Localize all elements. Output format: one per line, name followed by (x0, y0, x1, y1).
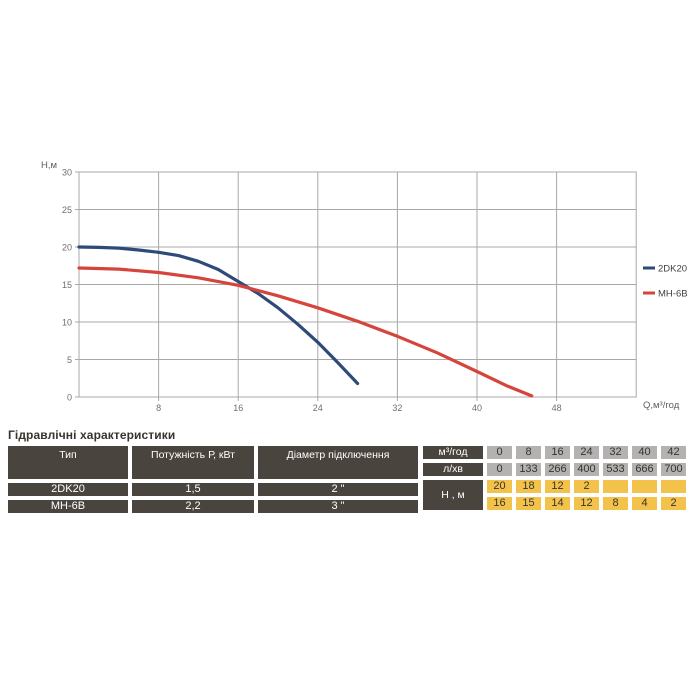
y-tick-label: 30 (62, 168, 72, 178)
flow-m3h-cell: 24 (574, 446, 599, 459)
y-tick-label: 25 (62, 205, 72, 215)
table-row: Н , м 20 18 12 2 (423, 480, 686, 510)
flow-m3h-cell: 0 (487, 446, 512, 459)
y-tick-label: 5 (67, 355, 72, 365)
head-2dk20-cell (661, 480, 686, 493)
table-row: MH-6B 2,2 3 " (8, 500, 418, 513)
flow-lmin-cell: 0 (487, 463, 512, 476)
flow-lmin-cell: 266 (545, 463, 570, 476)
spec-type-mh6b: MH-6B (8, 500, 128, 513)
perf-label-lmin: л/хв (423, 463, 483, 476)
flow-lmin-cell: 700 (661, 463, 686, 476)
performance-table: м³/год 0 8 16 24 32 40 42 л/хв 0 133 266… (419, 442, 690, 514)
head-mh6b-cell: 16 (487, 497, 512, 510)
table-row: 2DK20 1,5 2 " (8, 483, 418, 496)
x-tick-label: 48 (552, 403, 562, 413)
spec-table: Тип Потужність Р, кВт Діаметр підключенн… (4, 442, 422, 517)
y-tick-label: 0 (67, 393, 72, 403)
flow-m3h-cell: 42 (661, 446, 686, 459)
x-tick-label: 8 (156, 403, 161, 413)
head-2dk20-cell (632, 480, 657, 493)
flow-m3h-cell: 16 (545, 446, 570, 459)
spec-header-diameter: Діаметр підключення (258, 446, 418, 479)
y-tick-label: 15 (62, 280, 72, 290)
y-tick-label: 20 (62, 243, 72, 253)
x-tick-label: 24 (313, 403, 323, 413)
spec-header-power: Потужність Р, кВт (132, 446, 254, 479)
spec-type-2dk20: 2DK20 (8, 483, 128, 496)
table-row: 16 15 14 12 8 4 2 (423, 497, 686, 510)
legend-label-MH-6B: MH-6B (658, 289, 688, 300)
head-mh6b-cell: 15 (516, 497, 541, 510)
head-mh6b-cell: 8 (603, 497, 628, 510)
curve-2DK20 (77, 245, 360, 386)
head-2dk20-cell (603, 480, 628, 493)
flow-m3h-cell: 8 (516, 446, 541, 459)
flow-m3h-cell: 40 (632, 446, 657, 459)
head-mh6b-cell: 12 (574, 497, 599, 510)
flow-lmin-cell: 666 (632, 463, 657, 476)
table-row: м³/год 0 8 16 24 32 40 42 (423, 446, 686, 459)
spec-power-2dk20: 1,5 (132, 483, 254, 496)
spec-header-row: Тип Потужність Р, кВт Діаметр підключенн… (8, 446, 418, 479)
table-row: л/хв 0 133 266 400 533 666 700 (423, 463, 686, 476)
flow-lmin-cell: 133 (516, 463, 541, 476)
perf-label-head: Н , м (423, 480, 483, 510)
legend-label-2DK20: 2DK20 (658, 264, 687, 275)
spec-diameter-mh6b: 3 " (258, 500, 418, 513)
head-mh6b-cell: 14 (545, 497, 570, 510)
spec-power-mh6b: 2,2 (132, 500, 254, 513)
x-axis-label: Q,м³/год (643, 400, 680, 411)
head-2dk20-cell: 20 (487, 480, 512, 493)
head-mh6b-cell: 2 (661, 497, 686, 510)
y-tick-label: 10 (62, 318, 72, 328)
x-tick-label: 32 (392, 403, 402, 413)
y-axis-label: Н,м (41, 160, 57, 171)
flow-lmin-cell: 533 (603, 463, 628, 476)
spec-diameter-2dk20: 2 " (258, 483, 418, 496)
flow-lmin-cell: 400 (574, 463, 599, 476)
flow-m3h-cell: 32 (603, 446, 628, 459)
head-2dk20-cell: 12 (545, 480, 570, 493)
spec-header-type: Тип (8, 446, 128, 479)
head-2dk20-cell: 2 (574, 480, 599, 493)
x-tick-label: 16 (233, 403, 243, 413)
pump-performance-chart: 8 16 24 32 40 48 0 5 10 15 20 25 30 Н,м Q,м³/год 2DK20 M… (41, 160, 688, 413)
perf-label-m3h: м³/год (423, 446, 483, 459)
curve-MH-6B (77, 266, 534, 398)
x-tick-label: 40 (472, 403, 482, 413)
head-2dk20-cell: 18 (516, 480, 541, 493)
head-mh6b-cell: 4 (632, 497, 657, 510)
section-title: Гідравлічні характеристики (8, 428, 176, 442)
